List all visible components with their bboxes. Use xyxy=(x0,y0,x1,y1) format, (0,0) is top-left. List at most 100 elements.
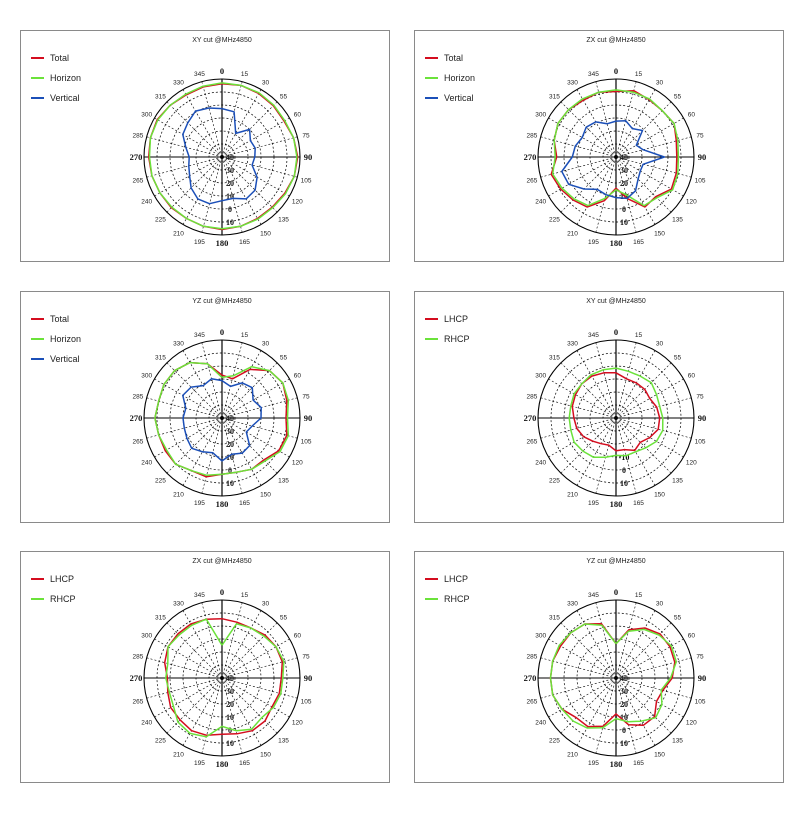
grid-spoke xyxy=(540,136,617,158)
grid-spoke xyxy=(221,677,262,746)
radial-label: 30 xyxy=(620,687,628,696)
chart-title: ZX cut @MHz4850 xyxy=(586,37,645,44)
angle-label: 300 xyxy=(141,633,152,640)
polar-chart-zx-cut: ZX cut @MHz4850 0 15 30 55 60 75 90 105 120 135 150… xyxy=(425,37,706,248)
series-line-vertical xyxy=(182,378,262,462)
grid-spoke xyxy=(615,677,656,746)
radial-label: 10 xyxy=(620,713,628,722)
grid-spoke xyxy=(221,101,278,158)
grid-spoke xyxy=(166,156,223,213)
angle-label: 0 xyxy=(614,66,618,76)
radial-label: 30 xyxy=(226,166,234,175)
angle-label: 135 xyxy=(278,738,289,745)
angle-label: 345 xyxy=(194,332,205,339)
angle-label: 300 xyxy=(141,112,152,119)
grid-spoke xyxy=(182,417,223,486)
angle-label: 30 xyxy=(656,80,664,87)
grid-spoke xyxy=(146,657,223,679)
radial-label: 10 xyxy=(226,192,234,201)
legend-label-vertical: Vertical xyxy=(444,93,474,103)
angle-label: 135 xyxy=(672,217,683,224)
radial-label: 0 xyxy=(622,466,626,475)
angle-label: 315 xyxy=(155,93,166,100)
grid-spoke xyxy=(221,156,243,233)
grid-spoke xyxy=(615,342,637,419)
radial-label: 0 xyxy=(228,205,232,214)
grid-spoke xyxy=(548,378,617,419)
radial-label: 40 xyxy=(620,674,628,683)
angle-label: 345 xyxy=(588,332,599,339)
angle-label: 180 xyxy=(216,499,229,509)
grid-spoke xyxy=(154,638,223,679)
angle-label: 285 xyxy=(133,653,144,660)
grid-spoke xyxy=(221,378,290,419)
grid-spoke xyxy=(615,101,672,158)
angle-label: 225 xyxy=(549,478,560,485)
angle-label: 240 xyxy=(141,720,152,727)
grid-spoke xyxy=(560,101,617,158)
angle-label: 240 xyxy=(141,460,152,467)
polar-chart-xy-cut-cp: XY cut @MHz4850 0 15 30 55 60 75 90 105 120 135 150… xyxy=(425,298,706,509)
polar-grid xyxy=(537,78,695,236)
angle-label: 75 xyxy=(696,132,704,139)
legend-label-total: Total xyxy=(50,314,69,324)
chart-panel-yz-cut-cp: YZ cut @MHz4850 0 15 30 55 60 75 90 105 120 135 150… xyxy=(414,551,784,783)
angle-label: 105 xyxy=(301,699,312,706)
angle-label: 75 xyxy=(696,393,704,400)
series-line-lhcp xyxy=(549,623,676,728)
legend: LHCP RHCP xyxy=(425,314,470,344)
series-line-lhcp xyxy=(571,372,661,452)
grid-spoke xyxy=(560,417,617,474)
grid-spoke xyxy=(615,136,692,158)
angle-label: 60 xyxy=(294,633,302,640)
legend: LHCP RHCP xyxy=(425,574,470,604)
grid-spoke xyxy=(576,610,617,679)
grid-spoke xyxy=(221,677,243,754)
radial-label: 10 xyxy=(620,218,628,227)
radial-label: 30 xyxy=(226,687,234,696)
grid-spoke xyxy=(221,622,278,679)
angle-label: 315 xyxy=(155,354,166,361)
chart-panel-zx-cut: ZX cut @MHz4850 0 15 30 55 60 75 90 105 120 135 150… xyxy=(414,30,784,262)
grid-spoke xyxy=(221,156,298,178)
grid-spoke xyxy=(166,101,223,158)
grid-spoke xyxy=(615,81,637,158)
series-line-vertical xyxy=(182,107,258,205)
grid-spoke xyxy=(182,350,223,419)
radial-label: 10 xyxy=(226,713,234,722)
angle-label: 240 xyxy=(535,199,546,206)
angle-label: 270 xyxy=(130,152,143,162)
angle-label: 60 xyxy=(688,373,696,380)
grid-spoke xyxy=(576,156,617,225)
legend-label-horizon: Horizon xyxy=(50,73,81,83)
grid-spoke xyxy=(615,378,684,419)
angle-label: 75 xyxy=(302,393,310,400)
grid-spoke xyxy=(615,677,672,734)
angle-label: 195 xyxy=(588,760,599,767)
series-line-horizon xyxy=(148,82,298,230)
radial-label: 10 xyxy=(620,739,628,748)
grid-spoke xyxy=(154,677,223,718)
angle-label: 285 xyxy=(133,393,144,400)
grid-spoke xyxy=(221,610,262,679)
grid-spoke xyxy=(615,602,637,679)
angle-label: 345 xyxy=(194,71,205,78)
grid-spoke xyxy=(540,397,617,419)
grid-spoke xyxy=(615,362,672,419)
angle-label: 330 xyxy=(173,341,184,348)
radial-label: 30 xyxy=(620,166,628,175)
grid-spoke xyxy=(201,602,223,679)
angle-label: 0 xyxy=(220,327,224,337)
radial-label: 0 xyxy=(622,205,626,214)
angle-label: 330 xyxy=(173,80,184,87)
angle-label: 210 xyxy=(173,751,184,758)
series-line-rhcp xyxy=(549,623,678,729)
chart-title: YZ cut @MHz4850 xyxy=(586,558,645,565)
chart-panel-yz-cut: YZ cut @MHz4850 0 15 30 55 60 75 90 105 120 135 150… xyxy=(20,291,390,523)
radial-label: 30 xyxy=(226,427,234,436)
grid-spoke xyxy=(154,378,223,419)
angle-label: 55 xyxy=(674,614,682,621)
radial-label: 10 xyxy=(226,739,234,748)
grid-spoke xyxy=(221,677,290,718)
grid-spoke xyxy=(221,350,262,419)
